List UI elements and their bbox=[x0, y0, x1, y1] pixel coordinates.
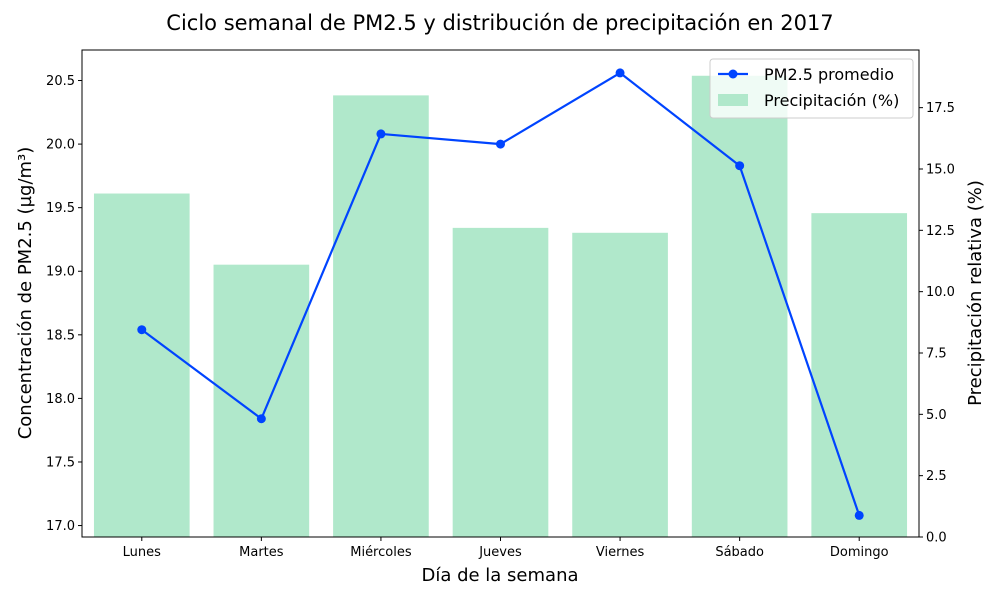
x-tick-label: Viernes bbox=[596, 545, 645, 560]
y-right-axis-label: Precipitación relativa (%) bbox=[965, 180, 986, 406]
y-right-tick-label: 12.5 bbox=[926, 224, 955, 239]
y-left-tick-label: 17.5 bbox=[46, 455, 75, 470]
legend-bar-swatch bbox=[718, 94, 748, 106]
y-right-tick-label: 5.0 bbox=[926, 408, 947, 423]
precip-bar-martes bbox=[214, 265, 310, 537]
y-left-tick-label: 18.5 bbox=[46, 328, 75, 343]
y-right-tick-label: 10.0 bbox=[926, 285, 955, 300]
precip-bar-miércoles bbox=[333, 95, 429, 537]
pm25-point-sábado bbox=[735, 161, 744, 170]
x-tick-label: Jueves bbox=[478, 545, 522, 560]
legend: PM2.5 promedio Precipitación (%) bbox=[710, 59, 913, 118]
precip-bar-lunes bbox=[94, 194, 190, 537]
y-left-axis-label: Concentración de PM2.5 (µg/m³) bbox=[15, 147, 36, 440]
precip-bar-domingo bbox=[811, 213, 907, 537]
precip-bar-viernes bbox=[572, 233, 668, 537]
y-right-tick-label: 7.5 bbox=[926, 346, 947, 361]
y-left-tick-label: 17.0 bbox=[46, 519, 75, 534]
y-left-tick-label: 19.0 bbox=[46, 265, 75, 280]
pm25-point-miércoles bbox=[376, 129, 385, 138]
y-right-tick-label: 17.5 bbox=[926, 101, 955, 116]
pm25-point-domingo bbox=[855, 511, 864, 520]
y-right-axis-ticks: 0.0 2.5 5.0 7.5 10.0 12.5 15.0 17.5 bbox=[919, 101, 955, 545]
precip-bar-sábado bbox=[692, 76, 788, 537]
y-left-tick-label: 20.5 bbox=[46, 74, 75, 89]
x-tick-label: Sábado bbox=[715, 545, 764, 560]
y-right-tick-label: 0.0 bbox=[926, 531, 947, 546]
pm25-point-martes bbox=[257, 414, 266, 423]
x-axis-ticks: Lunes Martes Miércoles Jueves Viernes Sábado D… bbox=[123, 537, 889, 560]
y-left-tick-label: 19.5 bbox=[46, 201, 75, 216]
y-right-tick-label: 2.5 bbox=[926, 469, 947, 484]
pm25-point-lunes bbox=[137, 325, 146, 334]
x-tick-label: Domingo bbox=[830, 545, 889, 560]
x-tick-label: Miércoles bbox=[350, 545, 412, 560]
pm25-point-jueves bbox=[496, 140, 505, 149]
x-tick-label: Lunes bbox=[123, 545, 161, 560]
x-tick-label: Martes bbox=[239, 545, 284, 560]
y-right-tick-label: 15.0 bbox=[926, 162, 955, 177]
y-left-tick-label: 20.0 bbox=[46, 138, 75, 153]
chart-title: Ciclo semanal de PM2.5 y distribución de… bbox=[166, 11, 833, 35]
legend-line-marker bbox=[729, 70, 738, 79]
legend-label-pm25: PM2.5 promedio bbox=[764, 65, 894, 84]
legend-label-precip: Precipitación (%) bbox=[764, 91, 899, 110]
precip-bar-jueves bbox=[453, 228, 549, 537]
x-axis-label: Día de la semana bbox=[421, 565, 578, 586]
y-left-axis-ticks: 17.0 17.5 18.0 18.5 19.0 19.5 20.0 20.5 bbox=[46, 74, 82, 534]
pm25-point-viernes bbox=[616, 68, 625, 77]
y-left-tick-label: 18.0 bbox=[46, 392, 75, 407]
